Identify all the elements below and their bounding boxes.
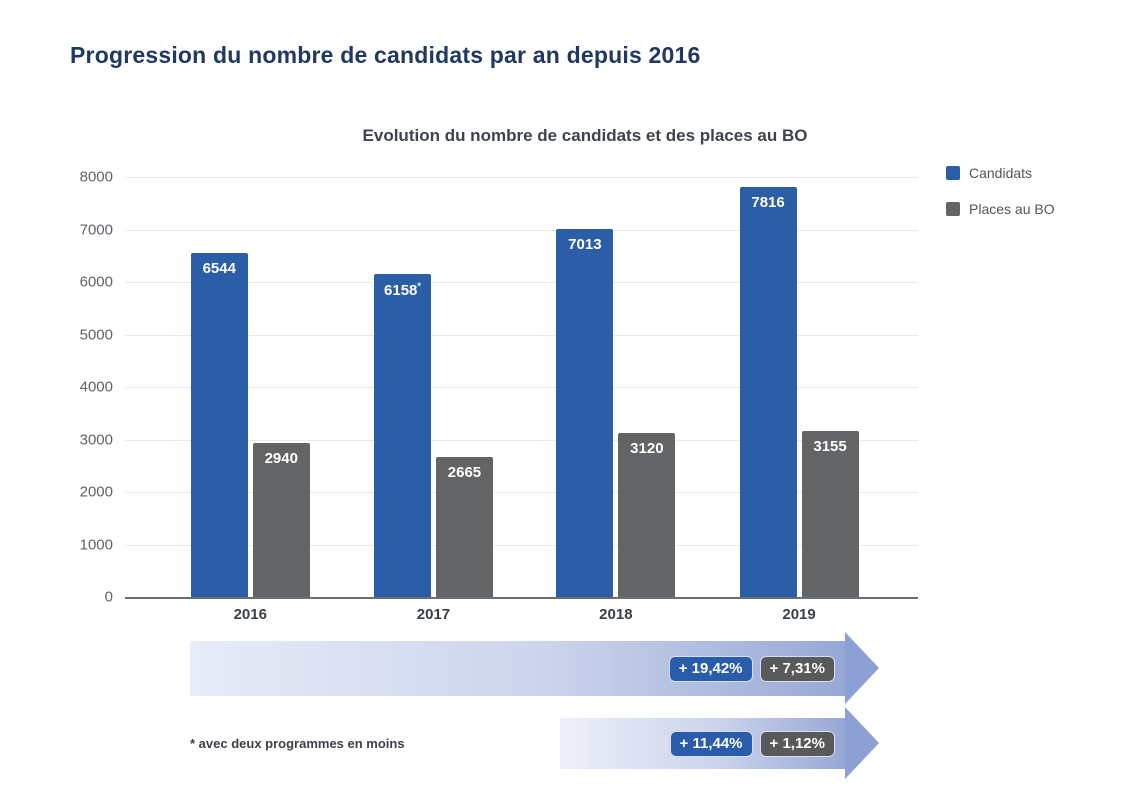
arrow-head-icon-bottom bbox=[845, 707, 879, 779]
x-axis-label-2018: 2018 bbox=[599, 606, 633, 623]
candidats-growth-badge-top: + 19,42% bbox=[668, 655, 753, 682]
arrow-head-icon-top bbox=[845, 632, 879, 704]
bar-value-label: 7013 bbox=[568, 235, 602, 253]
y-axis-tick-label: 7000 bbox=[79, 221, 113, 238]
y-axis-tick-label: 5000 bbox=[79, 326, 113, 343]
bar-group-2018: 7013 3120 bbox=[556, 228, 676, 597]
gridline bbox=[125, 334, 918, 336]
y-axis-tick-label: 3000 bbox=[79, 431, 113, 448]
page-title: Progression du nombre de candidats par a… bbox=[70, 42, 701, 68]
bar-value-label: 6158* bbox=[384, 280, 421, 299]
y-axis-tick-label: 2000 bbox=[79, 483, 113, 501]
places-bar-2017: 2665 bbox=[435, 457, 493, 597]
bar-group-2016: 6544 2940 bbox=[190, 253, 310, 597]
growth-arrow-candidats-places-bottom: + 11,44% + 1,12% bbox=[560, 718, 845, 769]
bar-group-2017: 6158* 2665 bbox=[373, 273, 493, 597]
y-axis-tick-label: 8000 bbox=[79, 168, 113, 186]
candidats-bar-2018: 7013 bbox=[556, 228, 614, 597]
bar-value-label: 3155 bbox=[813, 438, 847, 456]
legend-label-places: Places au BO bbox=[969, 201, 1055, 217]
places-bar-2019: 3155 bbox=[801, 431, 859, 597]
candidats-bar-2016: 6544 bbox=[190, 253, 248, 597]
bar-value-label: 2665 bbox=[447, 464, 482, 482]
x-axis-label-2016: 2016 bbox=[233, 606, 267, 623]
gridline bbox=[125, 492, 918, 493]
places-growth-badge-bottom: + 1,12% bbox=[759, 730, 835, 757]
bar-value-label: 7816 bbox=[751, 193, 785, 211]
places-growth-badge-top: + 7,31% bbox=[759, 655, 835, 682]
bar-value-label: 3120 bbox=[630, 440, 664, 458]
legend: Candidats Places au BO bbox=[946, 165, 1055, 217]
x-axis-label-2019: 2019 bbox=[782, 606, 816, 623]
y-axis-tick-label: 6000 bbox=[79, 273, 113, 291]
legend-item-candidats: Candidats bbox=[946, 165, 1055, 181]
gridline bbox=[125, 282, 918, 283]
growth-arrow-candidats-places-top: + 19,42% + 7,31% bbox=[190, 641, 845, 696]
y-axis-tick-label: 0 bbox=[104, 588, 113, 606]
bar-value-label: 6544 bbox=[202, 260, 236, 278]
places-swatch-icon bbox=[946, 202, 960, 216]
y-axis-tick-label: 4000 bbox=[79, 378, 113, 396]
footnote: * avec deux programmes en moins bbox=[190, 736, 405, 751]
places-bar-2018: 3120 bbox=[618, 433, 676, 597]
x-axis-label-2017: 2017 bbox=[416, 606, 451, 623]
legend-label-candidats: Candidats bbox=[969, 165, 1033, 181]
candidats-growth-badge-bottom: + 11,44% bbox=[669, 730, 753, 757]
gridline bbox=[125, 229, 918, 231]
legend-item-places: Places au BO bbox=[946, 201, 1055, 217]
gridline bbox=[125, 177, 918, 178]
y-axis-tick-label: 1000 bbox=[79, 536, 113, 553]
places-bar-2016: 2940 bbox=[252, 442, 310, 597]
gridline bbox=[125, 439, 918, 441]
chart-title: Evolution du nombre de candidats et des … bbox=[362, 126, 808, 145]
candidats-swatch-icon bbox=[946, 166, 960, 180]
gridline bbox=[125, 544, 918, 546]
candidats-bar-2017: 6158* bbox=[373, 273, 431, 597]
candidats-bar-2019: 7816 bbox=[739, 186, 797, 597]
bar-group-2019: 7816 3155 bbox=[739, 186, 859, 597]
bar-value-label: 2940 bbox=[264, 449, 298, 467]
plot-area: 0 1000 2000 3000 4000 5000 6000 7000 8000 6544 294… bbox=[80, 169, 918, 606]
gridline bbox=[125, 387, 918, 388]
